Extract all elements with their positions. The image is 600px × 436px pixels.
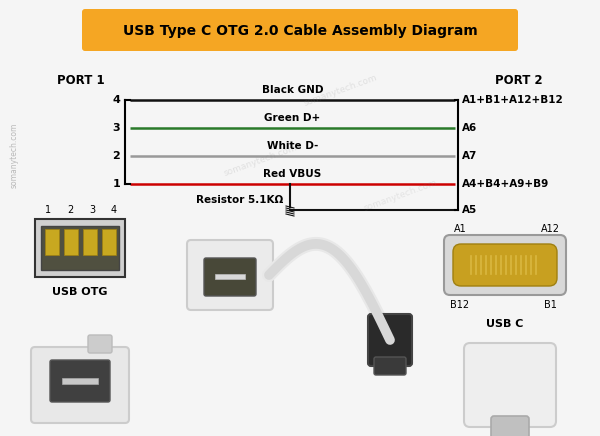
Text: USB C: USB C — [487, 319, 524, 329]
Bar — [102, 229, 116, 255]
Bar — [62, 378, 98, 384]
Text: A5: A5 — [462, 205, 477, 215]
Text: PORT 2: PORT 2 — [496, 74, 543, 86]
Text: 4: 4 — [112, 95, 120, 105]
Bar — [45, 229, 59, 255]
Text: A1: A1 — [454, 224, 466, 234]
Text: somanytech.com: somanytech.com — [10, 123, 19, 187]
Bar — [83, 229, 97, 255]
FancyBboxPatch shape — [88, 335, 112, 353]
Text: 2: 2 — [112, 151, 120, 161]
Text: B1: B1 — [544, 300, 556, 310]
Bar — [35, 219, 125, 277]
Text: 1: 1 — [112, 179, 120, 189]
Bar — [41, 226, 119, 270]
FancyBboxPatch shape — [453, 244, 557, 286]
Text: 2: 2 — [67, 205, 73, 215]
FancyBboxPatch shape — [82, 9, 518, 51]
FancyBboxPatch shape — [491, 416, 529, 436]
Text: 3: 3 — [112, 123, 120, 133]
FancyBboxPatch shape — [368, 314, 412, 366]
Text: Green D+: Green D+ — [265, 113, 320, 123]
FancyBboxPatch shape — [31, 347, 129, 423]
Bar — [64, 229, 78, 255]
Text: A4+B4+A9+B9: A4+B4+A9+B9 — [462, 179, 549, 189]
Text: White D-: White D- — [267, 141, 318, 151]
FancyBboxPatch shape — [187, 240, 273, 310]
Text: 3: 3 — [89, 205, 95, 215]
Text: A6: A6 — [462, 123, 477, 133]
Text: USB OTG: USB OTG — [52, 287, 108, 297]
Text: A12: A12 — [541, 224, 560, 234]
Text: somanytech.com: somanytech.com — [302, 72, 378, 108]
FancyBboxPatch shape — [464, 343, 556, 427]
Text: B12: B12 — [451, 300, 470, 310]
Text: A1+B1+A12+B12: A1+B1+A12+B12 — [462, 95, 564, 105]
Text: A7: A7 — [462, 151, 478, 161]
Text: Red VBUS: Red VBUS — [263, 169, 322, 179]
Bar — [215, 274, 245, 279]
Text: PORT 1: PORT 1 — [57, 74, 104, 86]
Text: Resistor 5.1KΩ: Resistor 5.1KΩ — [196, 195, 284, 205]
FancyBboxPatch shape — [204, 258, 256, 296]
FancyBboxPatch shape — [50, 360, 110, 402]
FancyBboxPatch shape — [444, 235, 566, 295]
Text: Black GND: Black GND — [262, 85, 323, 95]
Text: USB Type C OTG 2.0 Cable Assembly Diagram: USB Type C OTG 2.0 Cable Assembly Diagra… — [122, 24, 478, 38]
Text: somanytech.com: somanytech.com — [362, 177, 438, 212]
Text: 1: 1 — [45, 205, 51, 215]
FancyBboxPatch shape — [374, 357, 406, 375]
Text: somanytech.com: somanytech.com — [222, 143, 298, 177]
Text: 4: 4 — [111, 205, 117, 215]
